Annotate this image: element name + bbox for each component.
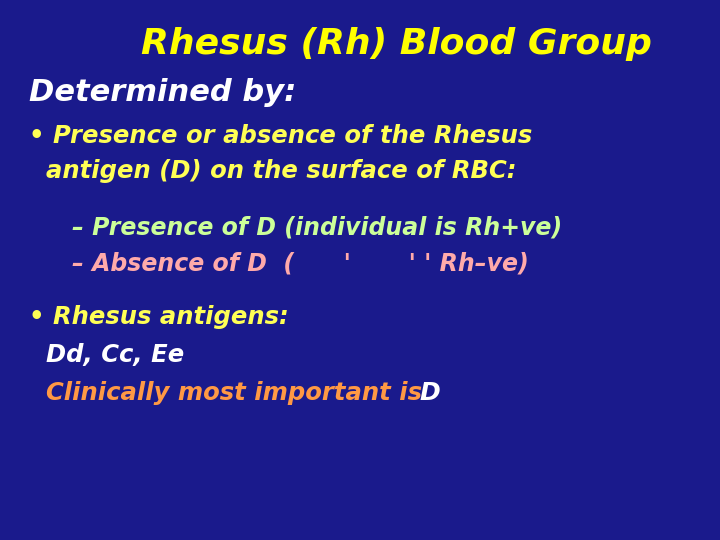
Text: Dd, Cc, Ee: Dd, Cc, Ee: [29, 343, 184, 367]
Text: – Presence of D (individual is Rh+ve): – Presence of D (individual is Rh+ve): [72, 216, 562, 240]
Text: Determined by:: Determined by:: [29, 78, 296, 107]
Text: Clinically most important is: Clinically most important is: [29, 381, 431, 404]
Text: • Rhesus antigens:: • Rhesus antigens:: [29, 305, 289, 329]
Text: Rhesus (Rh) Blood Group: Rhesus (Rh) Blood Group: [140, 27, 652, 61]
Text: D: D: [419, 381, 440, 404]
Text: – Absence of D  (      '       ' ' Rh–ve): – Absence of D ( ' ' ' Rh–ve): [72, 251, 528, 275]
Text: antigen (D) on the surface of RBC:: antigen (D) on the surface of RBC:: [29, 159, 516, 183]
Text: • Presence or absence of the Rhesus: • Presence or absence of the Rhesus: [29, 124, 532, 148]
